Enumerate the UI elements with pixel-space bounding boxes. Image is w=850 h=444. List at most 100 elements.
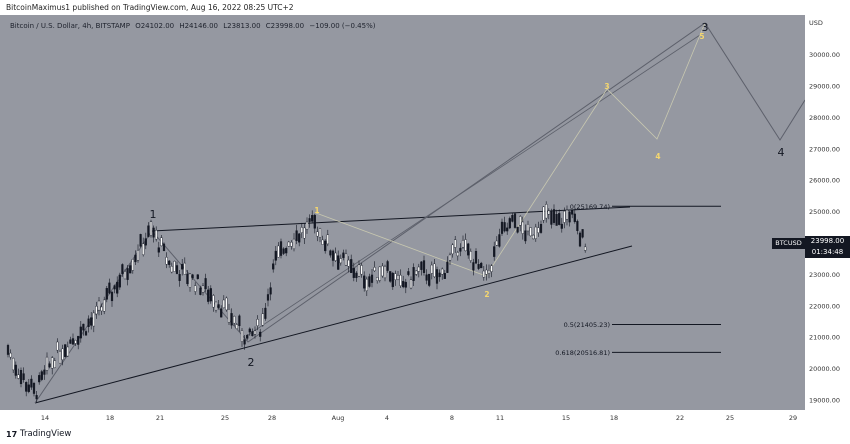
candle-body: [438, 272, 441, 278]
candle-body: [370, 274, 374, 283]
candle-body: [482, 270, 485, 278]
candle-body: [448, 254, 452, 261]
candle-body: [100, 306, 103, 312]
current-price: 23998.00: [810, 237, 845, 245]
candle-body: [121, 264, 124, 275]
candle-body: [352, 267, 355, 278]
x-tick-label: 18: [610, 414, 618, 422]
fib-level-label: 0.5(21405.23): [564, 321, 610, 329]
y-tick-label: 21000.00: [809, 334, 840, 342]
candle-body: [347, 259, 350, 267]
candle-body: [435, 269, 439, 284]
price-chart[interactable]: 0(25169.74) 0.5(21405.23) 0.618(20516.81) 1…: [0, 15, 806, 410]
candle-body: [240, 330, 244, 342]
candle-body: [350, 259, 353, 273]
candle-body: [58, 351, 62, 364]
x-tick-label: 25: [221, 414, 229, 422]
candle-body: [118, 274, 121, 288]
candle-body: [480, 262, 483, 269]
candle-body: [17, 374, 20, 379]
candle-body: [6, 345, 10, 355]
wave-label-yellow: 2: [484, 290, 489, 299]
wave-path-yellow: [315, 22, 706, 277]
candle-body: [331, 250, 335, 261]
candle-body: [139, 234, 142, 247]
candle-body: [9, 352, 12, 358]
candle-body: [53, 360, 56, 368]
candle-body: [391, 272, 394, 288]
chart-area[interactable]: 0(25169.74) 0.5(21405.23) 0.618(20516.81) 1…: [0, 15, 806, 410]
candle-body: [186, 273, 189, 285]
candle-body: [477, 264, 480, 269]
candle-body: [373, 267, 376, 272]
fib-level-label: 0(25169.74): [570, 203, 610, 211]
candle-body: [142, 243, 145, 255]
candle-body: [30, 378, 33, 388]
candle-body: [170, 266, 173, 273]
candle-body: [383, 266, 387, 279]
candle-body: [412, 267, 415, 281]
price-axis[interactable]: USD 30000.00 29000.00 28000.00 27000.00 26000…: [805, 15, 850, 410]
candle-body: [45, 356, 49, 371]
candle-body: [305, 221, 309, 230]
candle-body: [560, 223, 563, 229]
candle-body: [152, 227, 155, 238]
y-tick-label: 29000.00: [809, 83, 840, 91]
candle-body: [472, 262, 475, 271]
candle-body: [547, 210, 550, 215]
candle-body: [272, 263, 275, 270]
upper-trendline: [151, 206, 631, 232]
candle-body: [563, 210, 566, 223]
candle-body: [516, 226, 519, 233]
wave-label-yellow: 3: [604, 82, 609, 91]
candle-body: [565, 209, 569, 220]
wave-label-black: 1: [150, 208, 157, 221]
candle-body: [415, 270, 418, 275]
candle-body: [368, 276, 371, 287]
candle-body: [430, 264, 433, 274]
candle-body: [175, 265, 179, 274]
candle-body: [155, 230, 158, 240]
candle-body: [425, 274, 428, 281]
candle-body: [64, 344, 67, 358]
candle-body: [204, 278, 207, 290]
wave-label-black: 4: [778, 146, 785, 159]
candle-body: [178, 274, 181, 281]
candle-body: [295, 230, 298, 241]
y-tick-label: 27000.00: [809, 145, 840, 153]
time-axis[interactable]: 14 18 21 25 28 Aug 4 8 11 15 18 22 25 29: [0, 410, 805, 424]
y-tick-label: 20000.00: [809, 365, 840, 373]
candle-body: [207, 289, 210, 302]
candle-body: [144, 238, 147, 246]
candle-body: [230, 313, 233, 326]
candle-body: [90, 317, 93, 326]
candle-body: [136, 250, 140, 261]
candle-body: [274, 250, 277, 261]
candle-body: [69, 339, 72, 344]
x-tick-label: 21: [156, 414, 164, 422]
candle-body: [378, 266, 381, 281]
open-value: O24102.00: [135, 22, 175, 30]
x-tick-label: 8: [450, 414, 454, 422]
candle-body: [407, 271, 410, 275]
candle-body: [209, 288, 212, 302]
x-tick-label: 15: [562, 414, 570, 422]
candle-body: [495, 240, 498, 246]
x-tick-label: 11: [496, 414, 504, 422]
x-tick-label: 14: [41, 414, 49, 422]
candle-body: [342, 252, 345, 258]
candle-body: [571, 209, 574, 215]
candle-body: [256, 319, 259, 326]
y-tick-label: 28000.00: [809, 114, 840, 122]
y-tick-label: 25000.00: [809, 208, 840, 216]
candle-body: [95, 306, 98, 315]
candle-body: [443, 272, 446, 279]
y-tick-label: 22000.00: [809, 302, 840, 310]
candle-body: [344, 253, 348, 266]
candle-body: [545, 204, 548, 219]
candle-body: [131, 259, 134, 271]
candle-body: [537, 227, 540, 233]
candle-body: [282, 248, 285, 254]
candle-body: [386, 261, 389, 271]
wave-label-yellow: 1: [314, 206, 319, 215]
